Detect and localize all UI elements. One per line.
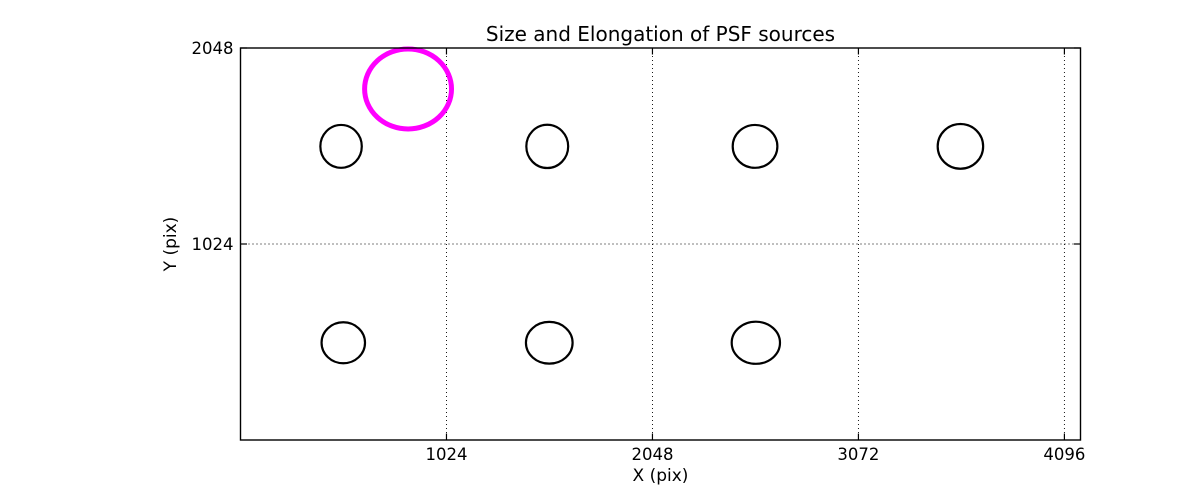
- tick-label-layer: 1024 2048 3072 4096 1024 2048: [192, 39, 1086, 464]
- y-tick-label: 1024: [192, 235, 234, 254]
- y-axis-label: Y (pix): [161, 217, 181, 273]
- chart-title: Size and Elongation of PSF sources: [486, 22, 835, 46]
- psf-sources-ellipse: [320, 321, 367, 365]
- psf-sources-ellipse: [525, 123, 570, 170]
- x-tick-label: 1024: [425, 445, 467, 464]
- psf-sources-ellipse: [730, 320, 782, 365]
- x-tick-label: 3072: [837, 445, 879, 464]
- psf-sources-layer: [319, 46, 985, 365]
- psf-sources-ellipse: [731, 123, 779, 169]
- highlighted-source-ellipse: [362, 46, 455, 132]
- x-tick-label: 4096: [1043, 445, 1085, 464]
- tick-layer: [240, 47, 1081, 440]
- y-tick-label: 2048: [192, 39, 234, 58]
- grid-layer: [240, 48, 1081, 440]
- x-axis-label: X (pix): [633, 466, 689, 486]
- psf-sources-ellipse: [319, 123, 363, 169]
- psf-sources-ellipse: [936, 122, 985, 170]
- x-tick-label: 2048: [631, 445, 673, 464]
- psf-sources-ellipse: [524, 320, 574, 365]
